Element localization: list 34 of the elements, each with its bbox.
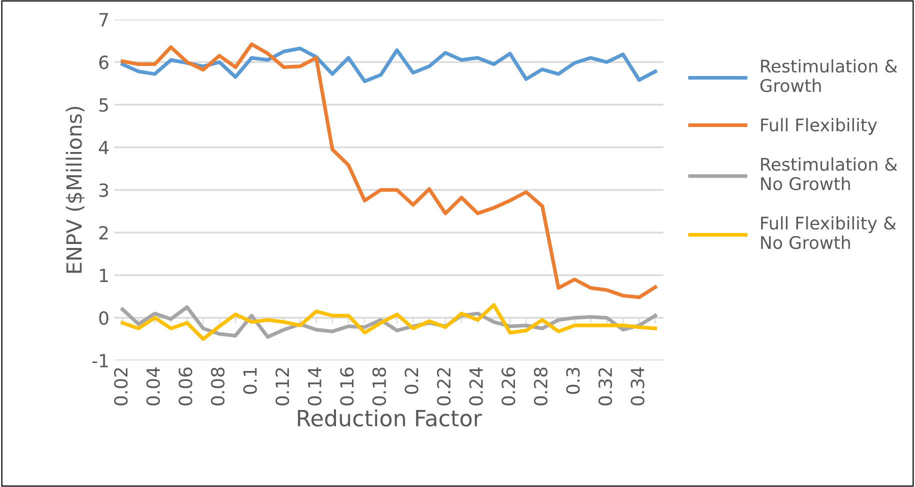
x-tick-label: 0.3 [566,368,580,394]
line-series [120,46,658,84]
y-tick-label: 1 [100,268,108,282]
y-tick-label: 3 [99,183,108,198]
x-tick-label: 0.22 [436,368,451,406]
legend-label: Restimulation & No Growth [761,157,898,190]
x-tick-label: 0.06 [178,368,192,406]
x-tick-label: 0.12 [276,368,290,406]
x-tick-label: 0.24 [469,367,483,406]
y-tick-label: 6 [99,56,108,70]
legend-label: Restimulation & Growth [760,59,898,92]
y-axis-title: ENPV ($Millions) [66,106,85,273]
line-series [120,42,658,300]
y-tick-label: 7 [100,13,108,26]
x-tick-label: 0.28 [534,368,548,406]
x-tick-label: 0.04 [146,367,160,406]
x-tick-label: 0.18 [372,368,386,406]
x-tick-label: 0.34 [630,367,644,406]
legend-label: Full Flexibility & No Growth [761,216,896,250]
x-tick-label: 0.1 [243,368,257,394]
x-tick-label: 0.26 [502,368,516,406]
y-tick-label: 5 [99,98,108,112]
y-tick-label: -1 [92,354,108,368]
y-tick-label: 2 [99,226,108,240]
x-tick-label: 0.16 [340,368,354,406]
x-tick-label: 0.08 [210,368,225,406]
x-tick-label: 0.32 [598,368,612,406]
legend-label: Full Flexibility [761,118,877,135]
y-tick-label: 4 [98,141,108,154]
x-tick-label: 0.02 [114,368,128,406]
x-axis-title: Reduction Factor [298,409,482,427]
y-tick-label: 0 [99,311,108,325]
x-tick-label: 0.14 [308,367,322,406]
x-tick-label: 0.2 [404,368,418,394]
